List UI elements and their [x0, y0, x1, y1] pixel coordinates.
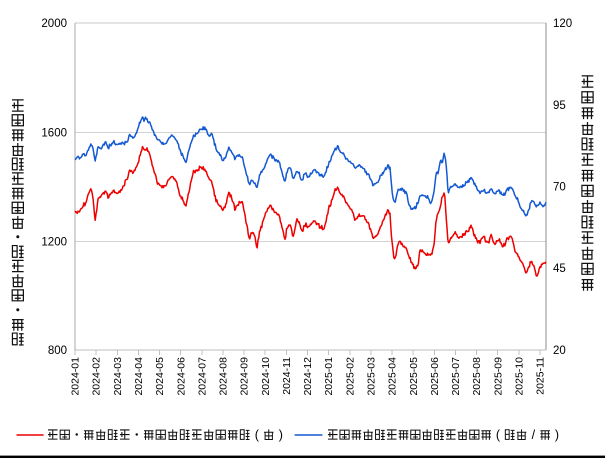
svg-text:2025-05: 2025-05 — [408, 357, 420, 396]
svg-text:95: 95 — [553, 100, 566, 112]
svg-text:2024-03: 2024-03 — [112, 357, 124, 396]
svg-text:2024-07: 2024-07 — [196, 357, 208, 396]
svg-text:2025-02: 2025-02 — [344, 357, 356, 396]
svg-text:2024-10: 2024-10 — [260, 357, 272, 396]
svg-text:2025-10: 2025-10 — [514, 357, 526, 396]
svg-text:2025-07: 2025-07 — [450, 357, 462, 396]
svg-text:2000: 2000 — [41, 18, 67, 30]
svg-text:2024-02: 2024-02 — [91, 357, 103, 396]
svg-text:2025-04: 2025-04 — [387, 357, 399, 396]
svg-text:2024-05: 2024-05 — [154, 357, 166, 396]
svg-text:): ) — [279, 428, 283, 442]
svg-text:20: 20 — [553, 345, 566, 357]
svg-text:(: ( — [255, 428, 260, 442]
svg-text:2025-08: 2025-08 — [471, 357, 483, 396]
svg-text:2025-09: 2025-09 — [492, 357, 504, 396]
svg-text:/: / — [532, 428, 536, 442]
svg-text:2025-06: 2025-06 — [429, 357, 441, 396]
svg-text:2024-09: 2024-09 — [239, 357, 251, 396]
svg-text:120: 120 — [553, 18, 572, 30]
svg-text:70: 70 — [553, 182, 566, 194]
svg-text:800: 800 — [48, 345, 67, 357]
svg-text:2024-04: 2024-04 — [133, 357, 145, 396]
svg-text:45: 45 — [553, 263, 566, 275]
svg-text:2024-11: 2024-11 — [281, 357, 293, 395]
svg-text:2025-11: 2025-11 — [535, 357, 547, 395]
svg-text:1600: 1600 — [41, 128, 67, 140]
svg-text:): ) — [555, 428, 559, 442]
svg-text:2024-12: 2024-12 — [302, 357, 314, 396]
svg-text:2024-01: 2024-01 — [70, 357, 82, 396]
svg-text:(: ( — [496, 428, 501, 442]
svg-text:2024-08: 2024-08 — [218, 357, 230, 396]
svg-text:2025-03: 2025-03 — [366, 357, 378, 396]
svg-text:2024-06: 2024-06 — [175, 357, 187, 396]
svg-text:1200: 1200 — [41, 236, 67, 248]
svg-text:2025-01: 2025-01 — [323, 357, 335, 396]
